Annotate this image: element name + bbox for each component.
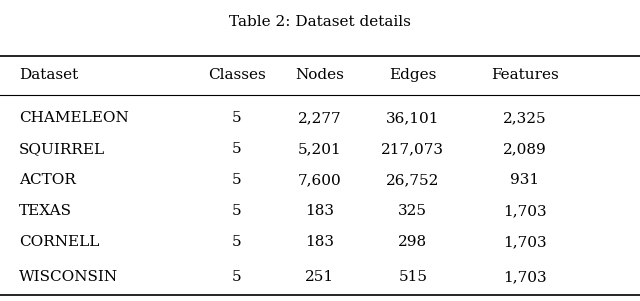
Text: 5: 5 xyxy=(232,270,242,284)
Text: 2,089: 2,089 xyxy=(503,142,547,156)
Text: 5: 5 xyxy=(232,204,242,218)
Text: 5: 5 xyxy=(232,173,242,187)
Text: Features: Features xyxy=(491,68,559,82)
Text: 298: 298 xyxy=(398,235,428,249)
Text: 1,703: 1,703 xyxy=(503,204,547,218)
Text: 1,703: 1,703 xyxy=(503,270,547,284)
Text: SQUIRREL: SQUIRREL xyxy=(19,142,106,156)
Text: Nodes: Nodes xyxy=(296,68,344,82)
Text: 5: 5 xyxy=(232,235,242,249)
Text: 5: 5 xyxy=(232,111,242,125)
Text: 515: 515 xyxy=(398,270,428,284)
Text: 5,201: 5,201 xyxy=(298,142,342,156)
Text: ACTOR: ACTOR xyxy=(19,173,76,187)
Text: WISCONSIN: WISCONSIN xyxy=(19,270,118,284)
Text: 251: 251 xyxy=(305,270,335,284)
Text: 183: 183 xyxy=(305,204,335,218)
Text: Classes: Classes xyxy=(208,68,266,82)
Text: 183: 183 xyxy=(305,235,335,249)
Text: 26,752: 26,752 xyxy=(386,173,440,187)
Text: 1,703: 1,703 xyxy=(503,235,547,249)
Text: 5: 5 xyxy=(232,142,242,156)
Text: TEXAS: TEXAS xyxy=(19,204,72,218)
Text: 36,101: 36,101 xyxy=(386,111,440,125)
Text: 2,325: 2,325 xyxy=(503,111,547,125)
Text: Edges: Edges xyxy=(389,68,436,82)
Text: CHAMELEON: CHAMELEON xyxy=(19,111,129,125)
Text: 7,600: 7,600 xyxy=(298,173,342,187)
Text: Table 2: Dataset details: Table 2: Dataset details xyxy=(229,15,411,29)
Text: CORNELL: CORNELL xyxy=(19,235,100,249)
Text: 325: 325 xyxy=(398,204,428,218)
Text: 217,073: 217,073 xyxy=(381,142,444,156)
Text: 931: 931 xyxy=(510,173,540,187)
Text: 2,277: 2,277 xyxy=(298,111,342,125)
Text: Dataset: Dataset xyxy=(19,68,79,82)
